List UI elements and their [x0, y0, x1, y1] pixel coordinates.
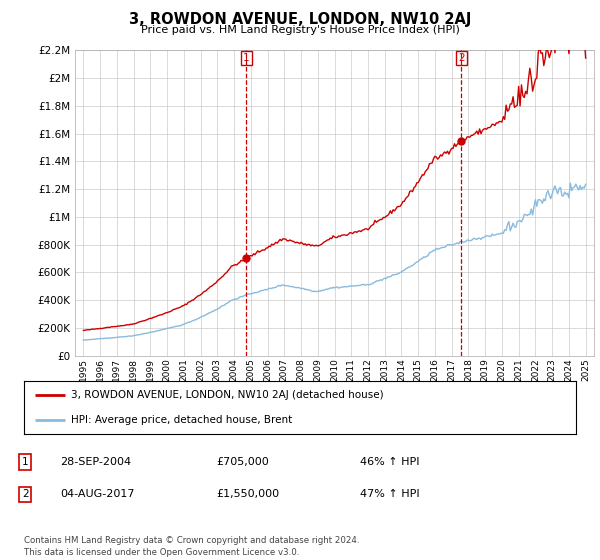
Text: Contains HM Land Registry data © Crown copyright and database right 2024.
This d: Contains HM Land Registry data © Crown c… — [24, 536, 359, 557]
Text: 47% ↑ HPI: 47% ↑ HPI — [360, 489, 419, 500]
Text: Price paid vs. HM Land Registry's House Price Index (HPI): Price paid vs. HM Land Registry's House … — [140, 25, 460, 35]
Text: 28-SEP-2004: 28-SEP-2004 — [60, 457, 131, 467]
Text: 2: 2 — [22, 489, 29, 500]
Text: £705,000: £705,000 — [216, 457, 269, 467]
Text: 2: 2 — [458, 53, 465, 63]
Text: HPI: Average price, detached house, Brent: HPI: Average price, detached house, Bren… — [71, 414, 292, 424]
Text: 3, ROWDON AVENUE, LONDON, NW10 2AJ: 3, ROWDON AVENUE, LONDON, NW10 2AJ — [129, 12, 471, 27]
Text: 3, ROWDON AVENUE, LONDON, NW10 2AJ (detached house): 3, ROWDON AVENUE, LONDON, NW10 2AJ (deta… — [71, 390, 383, 400]
Text: 1: 1 — [22, 457, 29, 467]
Text: 46% ↑ HPI: 46% ↑ HPI — [360, 457, 419, 467]
Text: 1: 1 — [243, 53, 250, 63]
Text: £1,550,000: £1,550,000 — [216, 489, 279, 500]
Text: 04-AUG-2017: 04-AUG-2017 — [60, 489, 134, 500]
